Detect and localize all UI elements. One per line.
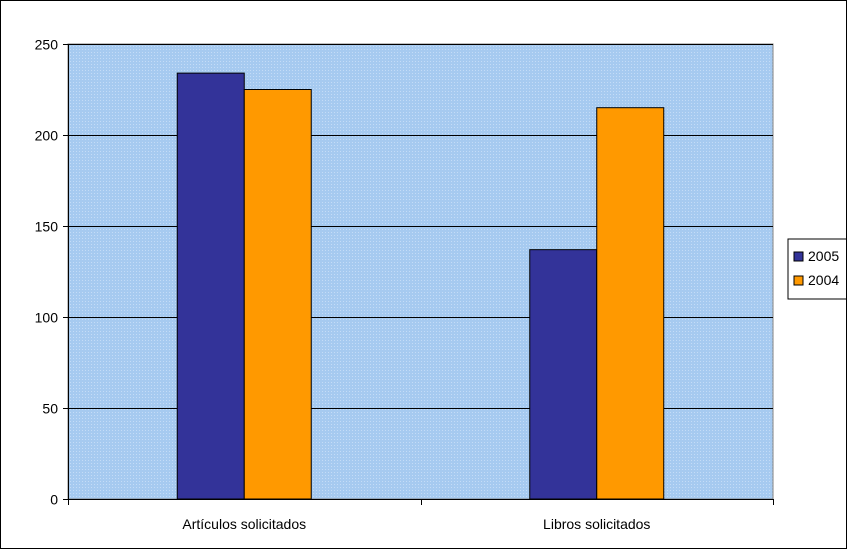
legend-label-2004: 2004 (808, 272, 839, 288)
legend-swatch-2005 (793, 251, 804, 262)
legend-label-2005: 2005 (808, 248, 839, 264)
bar-2005-1 (176, 72, 245, 500)
y-tick-label-150: 150 (35, 219, 59, 235)
y-tick-label-200: 200 (35, 128, 59, 144)
legend-box (787, 238, 846, 300)
bars (176, 72, 665, 500)
y-axis-ticks: 0 50 100 150 200 250 (35, 37, 68, 508)
y-tick-label-250: 250 (35, 37, 59, 53)
bar-2005-2 (529, 249, 598, 500)
bar-2004-1 (243, 89, 312, 500)
x-axis-categories: Artículos solicitados Libros solicitados (182, 516, 650, 532)
legend-swatch-2004 (793, 275, 804, 286)
legend: 2005 2004 (787, 238, 846, 300)
y-tick-label-100: 100 (35, 310, 59, 326)
category-label-2: Libros solicitados (543, 516, 650, 532)
y-tick-label-0: 0 (50, 492, 58, 508)
axes (68, 44, 774, 505)
bar-2004-2 (596, 107, 665, 500)
y-tick-label-50: 50 (42, 401, 58, 417)
plot-area (67, 43, 774, 500)
category-label-1: Artículos solicitados (182, 516, 306, 532)
